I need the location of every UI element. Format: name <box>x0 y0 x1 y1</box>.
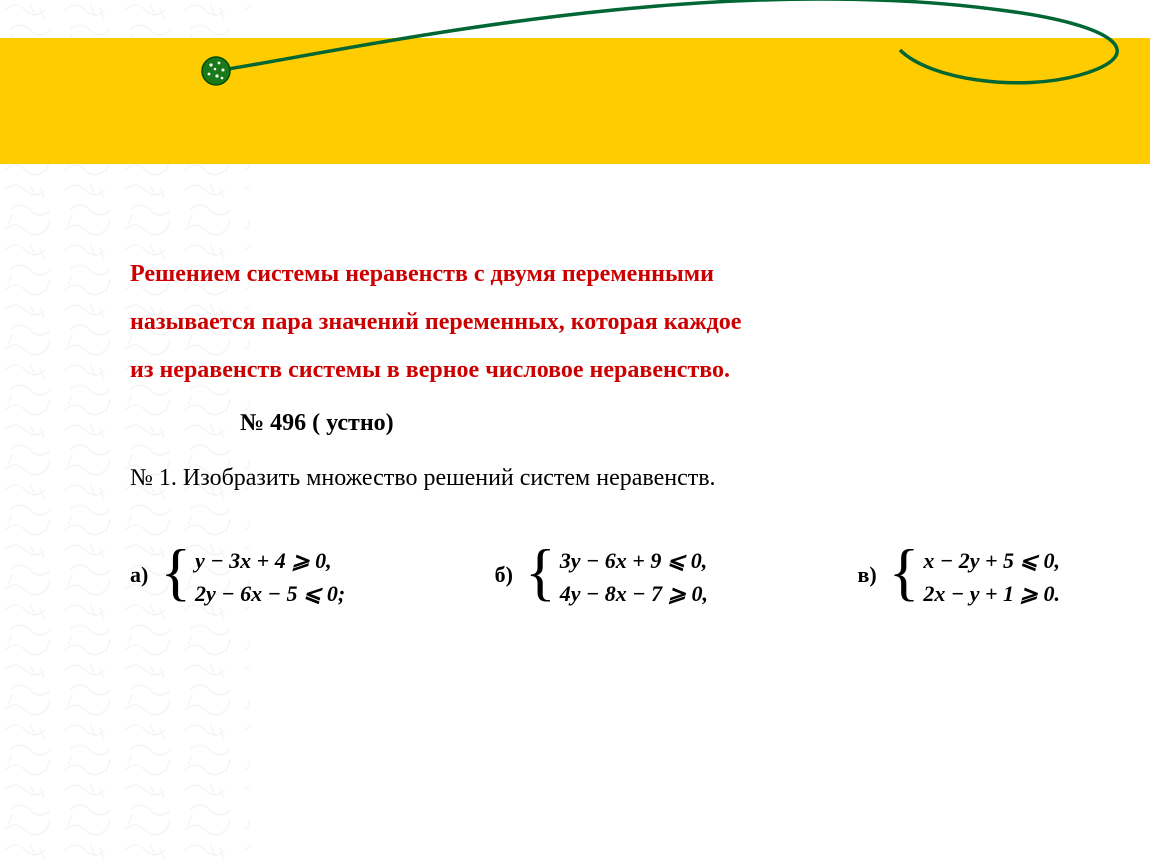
problem-v-line1: x − 2y + 5 ⩽ 0, <box>923 544 1060 577</box>
problem-a: а) { y − 3x + 4 ⩾ 0, 2y − 6x − 5 ⩽ 0; <box>130 544 345 610</box>
intro-text: Решением системы неравенств с двумя пере… <box>130 250 1080 394</box>
problem-a-lines: y − 3x + 4 ⩾ 0, 2y − 6x − 5 ⩽ 0; <box>195 544 345 610</box>
exercise-reference: № 496 ( устно) <box>240 410 1080 437</box>
problem-b-label: б) <box>495 562 513 588</box>
problem-b-line1: 3y − 6x + 9 ⩽ 0, <box>560 544 708 577</box>
problem-a-line1: y − 3x + 4 ⩾ 0, <box>195 544 345 577</box>
intro-line-2: называется пара значений переменных, кот… <box>130 298 1080 346</box>
intro-line-1: Решением системы неравенств с двумя пере… <box>130 250 1080 298</box>
problem-v: в) { x − 2y + 5 ⩽ 0, 2x − y + 1 ⩾ 0. <box>857 544 1060 610</box>
problem-v-lines: x − 2y + 5 ⩽ 0, 2x − y + 1 ⩾ 0. <box>923 544 1060 610</box>
brace-icon: { <box>525 544 556 600</box>
task-text: № 1. Изобразить множество решений систем… <box>130 465 1080 492</box>
problem-a-label: а) <box>130 562 148 588</box>
problem-b-line2: 4y − 8x − 7 ⩾ 0, <box>560 577 708 610</box>
yellow-band <box>0 38 1150 164</box>
content-area: Решением системы неравенств с двумя пере… <box>130 250 1080 610</box>
brace-icon: { <box>889 544 920 600</box>
intro-line-3: из неравенств системы в верное числовое … <box>130 346 1080 394</box>
problems-row: а) { y − 3x + 4 ⩾ 0, 2y − 6x − 5 ⩽ 0; б)… <box>130 544 1080 610</box>
problem-b-lines: 3y − 6x + 9 ⩽ 0, 4y − 8x − 7 ⩾ 0, <box>560 544 708 610</box>
problem-b: б) { 3y − 6x + 9 ⩽ 0, 4y − 8x − 7 ⩾ 0, <box>495 544 708 610</box>
brace-icon: { <box>160 544 191 600</box>
problem-a-line2: 2y − 6x − 5 ⩽ 0; <box>195 577 345 610</box>
problem-v-label: в) <box>857 562 876 588</box>
problem-v-line2: 2x − y + 1 ⩾ 0. <box>923 577 1060 610</box>
decorative-dot <box>201 56 231 86</box>
